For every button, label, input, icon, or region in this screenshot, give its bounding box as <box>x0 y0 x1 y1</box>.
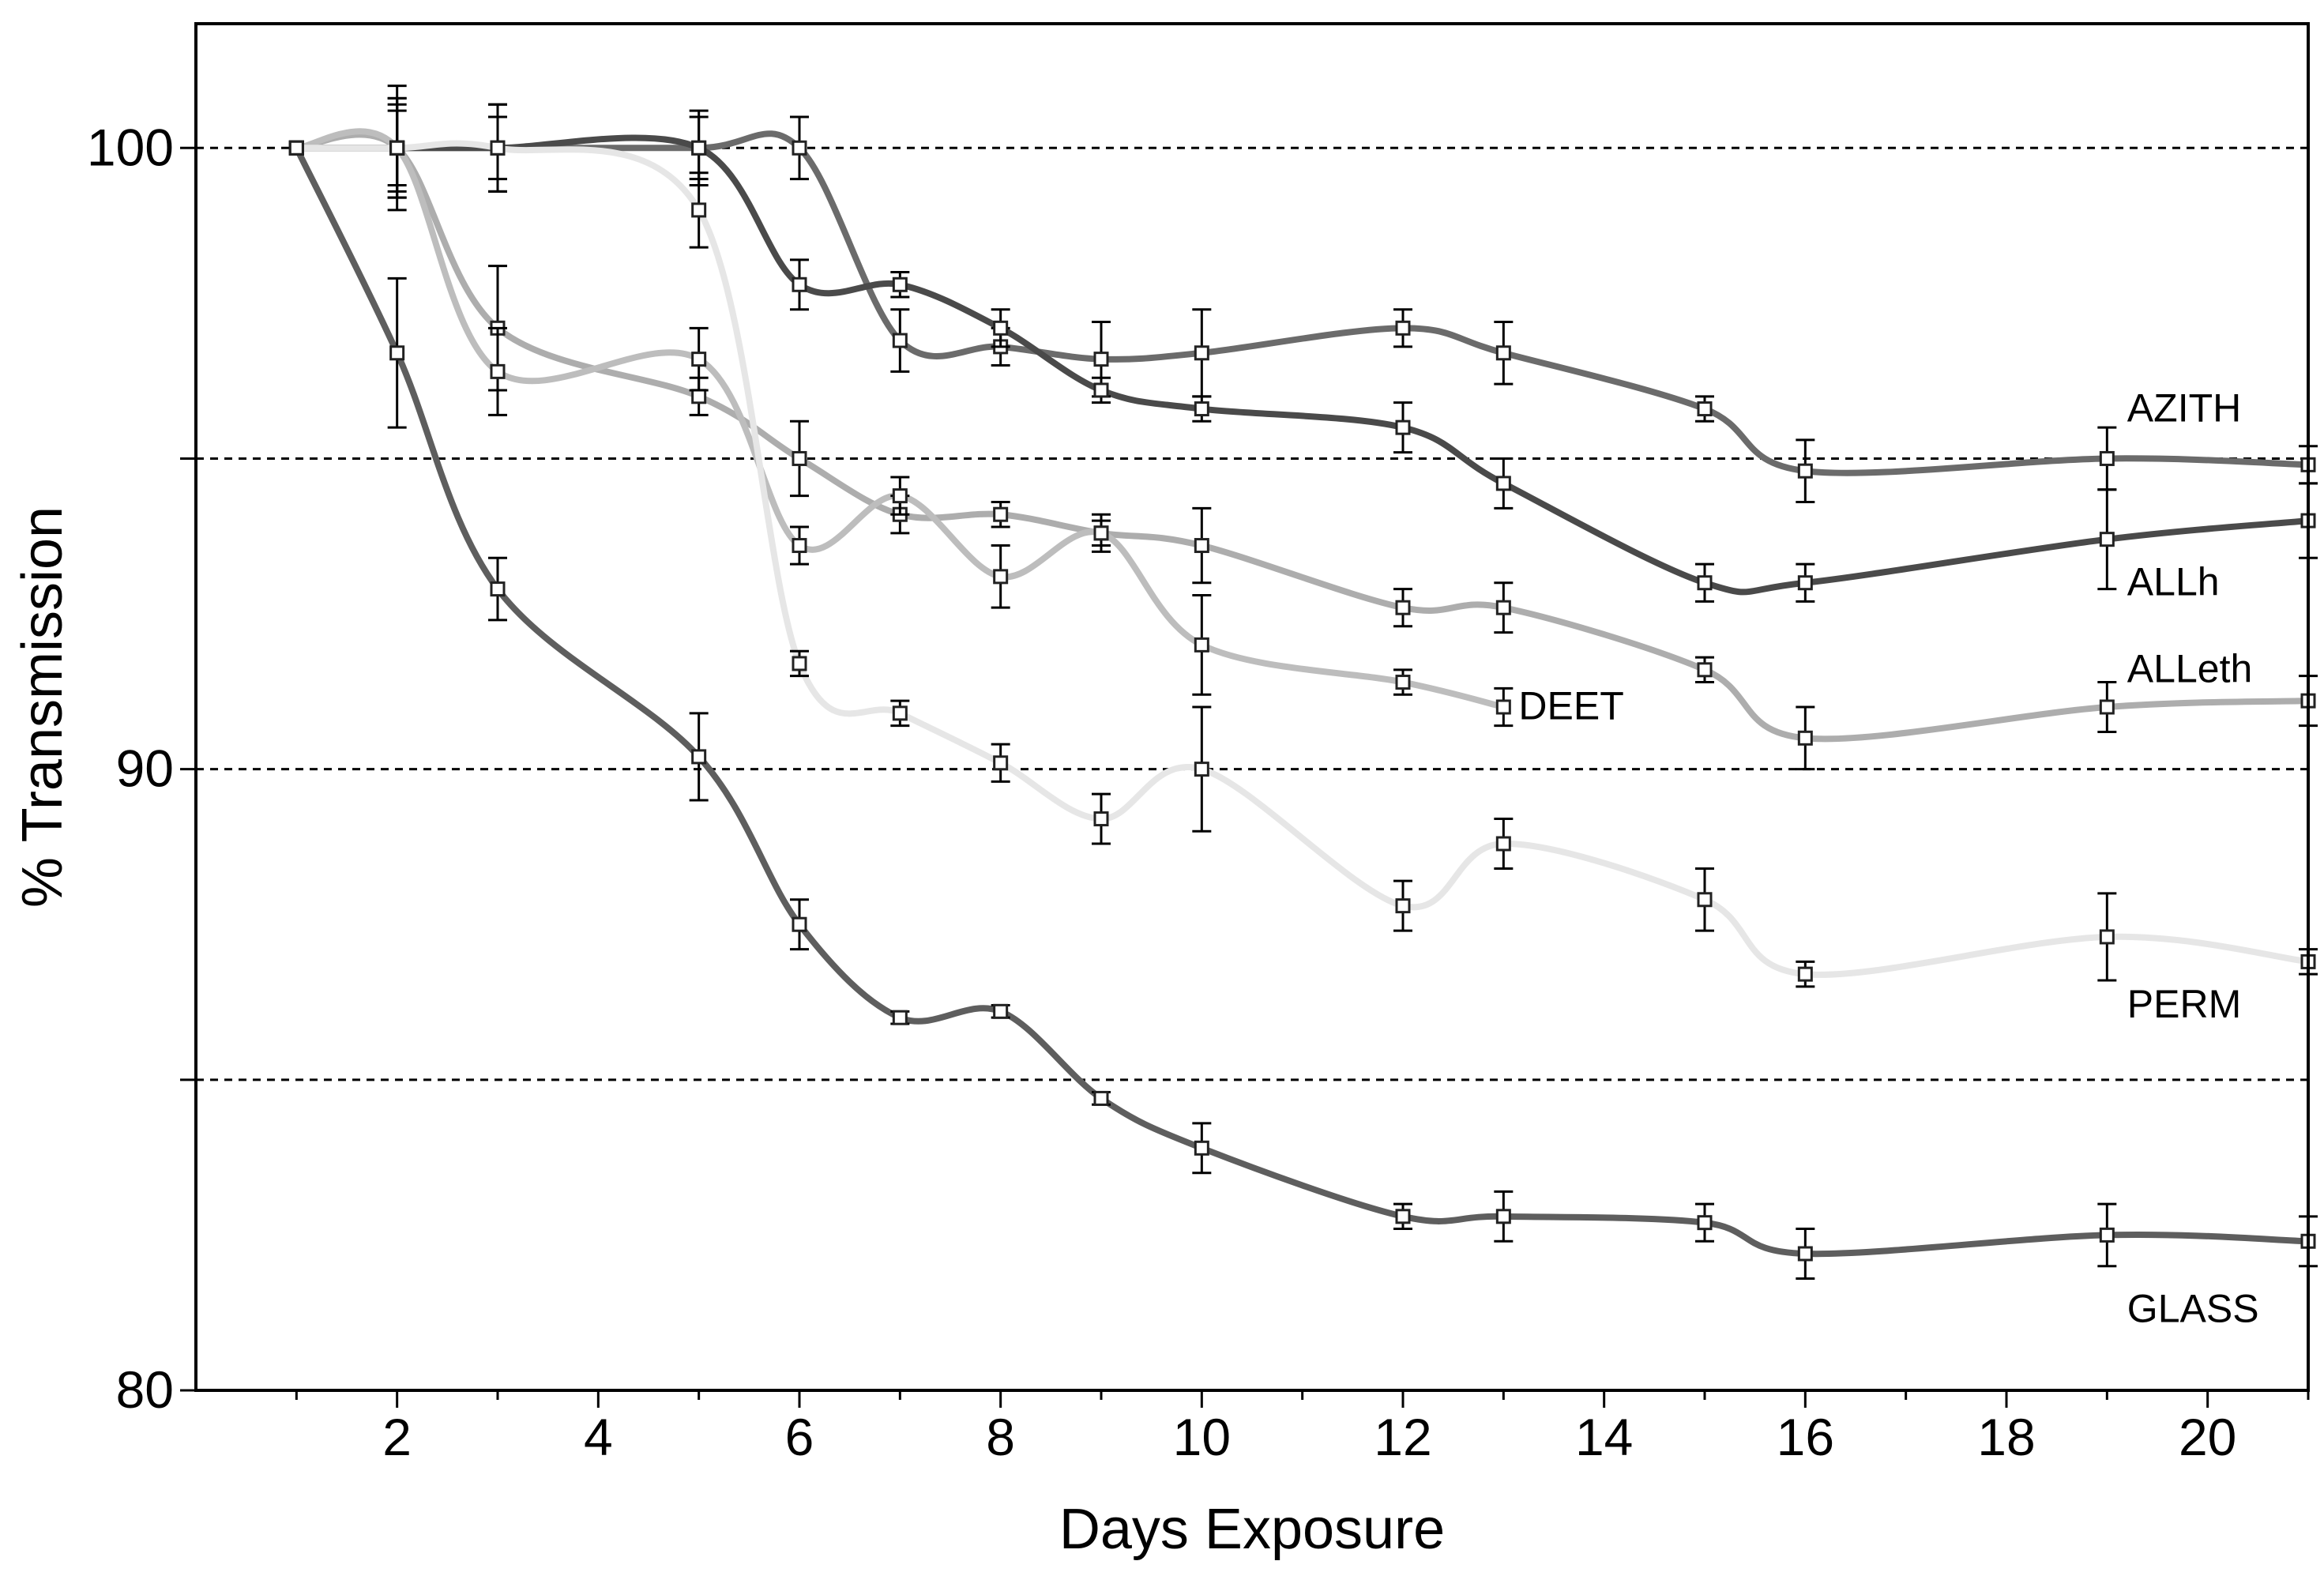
series-label-allh: ALLh <box>2127 559 2220 604</box>
data-point-glass-day-5 <box>691 749 707 765</box>
data-point-alleth-day-5 <box>691 389 707 404</box>
x-tick-label-16: 16 <box>1777 1408 1834 1466</box>
data-point-allh-day-15 <box>1697 575 1713 591</box>
data-point-allh-day-5 <box>691 140 707 156</box>
x-tick-label-10: 10 <box>1173 1408 1231 1466</box>
series-label-perm: PERM <box>2127 982 2241 1026</box>
y-tick-label-100: 100 <box>87 118 174 176</box>
x-axis-title: Days Exposure <box>1059 1498 1445 1561</box>
data-point-deet-day-7 <box>892 488 908 504</box>
data-point-alleth-day-13 <box>1495 600 1511 615</box>
data-point-perm-day-8 <box>993 755 1009 771</box>
data-point-azith-day-6 <box>792 140 807 156</box>
data-point-perm-day-16 <box>1797 966 1813 982</box>
data-point-glass-day-1 <box>288 140 304 156</box>
data-point-azith-day-12 <box>1395 320 1411 336</box>
data-point-allh-day-10 <box>1194 401 1209 417</box>
series-line-deet <box>293 128 1507 710</box>
data-point-allh-day-16 <box>1797 575 1813 591</box>
data-point-glass-day-15 <box>1697 1215 1713 1231</box>
data-point-azith-day-15 <box>1697 401 1713 417</box>
data-point-perm-day-7 <box>892 705 908 721</box>
series-label-alleth: ALLeth <box>2127 647 2252 691</box>
data-point-perm-day-12 <box>1395 898 1411 914</box>
y-tick-label-80: 80 <box>116 1360 174 1419</box>
data-point-allh-day-9 <box>1093 382 1109 398</box>
data-point-allh-day-19 <box>2099 532 2115 547</box>
data-point-glass-day-13 <box>1495 1209 1511 1224</box>
data-point-alleth-day-12 <box>1395 600 1411 615</box>
y-axis-title: % Transmission <box>11 506 74 908</box>
data-point-perm-day-15 <box>1697 892 1713 908</box>
data-point-glass-day-19 <box>2099 1227 2115 1243</box>
x-tick-label-6: 6 <box>785 1408 814 1466</box>
data-point-alleth-day-16 <box>1797 730 1813 746</box>
x-tick-label-14: 14 <box>1575 1408 1633 1466</box>
data-point-perm-day-9 <box>1093 811 1109 827</box>
data-point-allh-day-6 <box>792 276 807 292</box>
data-point-glass-day-6 <box>792 916 807 932</box>
x-tick-label-18: 18 <box>1977 1408 2035 1466</box>
series-labels: AZITH ALLh ALLeth DEET PERM GLASS <box>1518 386 2258 1330</box>
data-point-alleth-day-15 <box>1697 662 1713 678</box>
gridlines <box>196 146 2308 1081</box>
data-point-perm-day-10 <box>1194 762 1209 777</box>
data-point-perm-day-5 <box>691 202 707 218</box>
data-point-deet-day-5 <box>691 352 707 367</box>
data-point-azith-day-10 <box>1194 345 1209 361</box>
x-tick-label-2: 2 <box>382 1408 412 1466</box>
data-point-deet-day-13 <box>1495 699 1511 715</box>
data-point-allh-day-13 <box>1495 476 1511 491</box>
axes: 2 4 6 8 10 12 14 16 18 20 80 90 100 <box>87 118 2310 1466</box>
data-point-alleth-day-6 <box>792 450 807 466</box>
series-label-deet: DEET <box>1518 684 1623 728</box>
data-point-glass-day-3 <box>490 581 506 597</box>
plot-frame <box>194 22 2310 1392</box>
data-point-glass-day-8 <box>993 1003 1009 1019</box>
data-point-azith-day-16 <box>1797 463 1813 479</box>
data-point-glass-day-12 <box>1395 1209 1411 1224</box>
data-point-glass-day-9 <box>1093 1090 1109 1106</box>
data-point-glass-day-10 <box>1194 1140 1209 1156</box>
data-point-glass-day-2 <box>389 345 405 361</box>
data-point-perm-day-2 <box>389 140 405 156</box>
data-point-allh-day-7 <box>892 276 908 292</box>
data-point-deet-day-3 <box>490 363 506 379</box>
data-point-azith-day-13 <box>1495 345 1511 361</box>
data-point-perm-day-3 <box>490 140 506 156</box>
data-point-deet-day-12 <box>1395 675 1411 690</box>
series-label-azith: AZITH <box>2127 386 2241 430</box>
x-tick-label-8: 8 <box>986 1408 1015 1466</box>
series-label-glass: GLASS <box>2127 1287 2259 1331</box>
data-point-perm-day-6 <box>792 656 807 671</box>
data-point-deet-day-9 <box>1093 525 1109 541</box>
data-point-perm-day-19 <box>2099 929 2115 945</box>
data-point-azith-day-9 <box>1093 352 1109 367</box>
data-point-perm-day-13 <box>1495 836 1511 852</box>
data-point-deet-day-10 <box>1194 637 1209 653</box>
data-point-alleth-day-19 <box>2099 699 2115 715</box>
x-tick-label-4: 4 <box>584 1408 613 1466</box>
x-tick-label-20: 20 <box>2179 1408 2236 1466</box>
data-point-glass-day-7 <box>892 1010 908 1025</box>
data-point-deet-day-8 <box>993 569 1009 585</box>
data-point-alleth-day-10 <box>1194 538 1209 554</box>
data-point-azith-day-19 <box>2099 450 2115 466</box>
data-point-deet-day-6 <box>792 538 807 554</box>
data-point-alleth-day-8 <box>993 506 1009 522</box>
data-point-azith-day-7 <box>892 333 908 348</box>
data-point-glass-day-16 <box>1797 1246 1813 1262</box>
data-point-allh-day-12 <box>1395 419 1411 435</box>
data-point-allh-day-8 <box>993 320 1009 336</box>
x-tick-label-12: 12 <box>1374 1408 1431 1466</box>
y-tick-label-90: 90 <box>116 739 174 798</box>
